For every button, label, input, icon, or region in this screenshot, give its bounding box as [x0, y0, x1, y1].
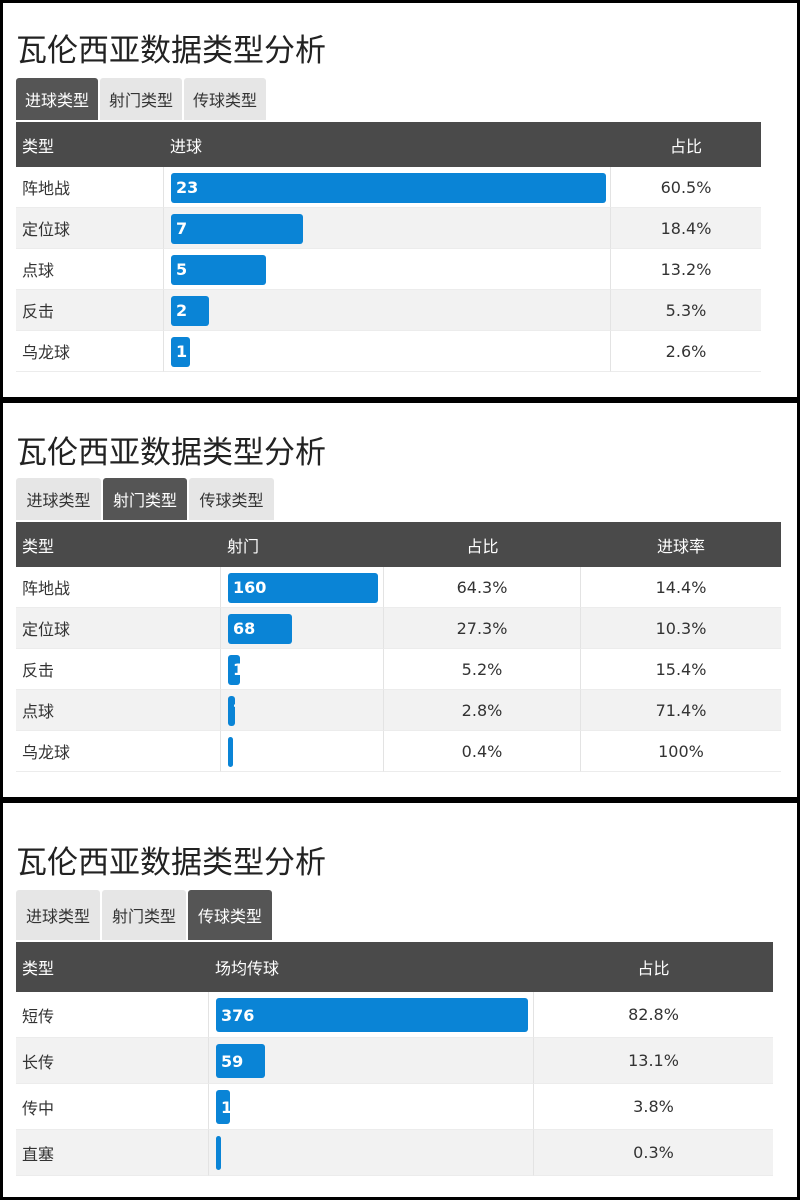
type-cell: 阵地战 [16, 167, 164, 208]
panel: 瓦伦西亚数据类型分析进球类型 射门类型 传球类型 类型 进球 占比阵地战 23 60.5% 定位… [0, 0, 800, 400]
type-cell: 乌龙球 [16, 331, 164, 372]
type-cell: 点球 [16, 249, 164, 290]
table-header: 占比 [534, 942, 773, 992]
percent-cell: 10.3% [581, 608, 781, 649]
bar-cell: 13 [221, 649, 384, 690]
bar-cell: 68 [221, 608, 384, 649]
bar: 2 [216, 1136, 221, 1170]
table-header: 进球 [164, 122, 611, 167]
bar-cell: 17 [209, 1084, 534, 1130]
type-cell: 反击 [16, 290, 164, 331]
type-cell: 乌龙球 [16, 731, 221, 772]
table-header: 射门 [221, 522, 384, 567]
bar: 2 [171, 295, 209, 326]
bar: 23 [171, 172, 606, 203]
panel: 瓦伦西亚数据类型分析进球类型 射门类型 传球类型 类型 射门 占比 进球率阵地战 160 64.… [0, 400, 800, 800]
type-cell: 直塞 [16, 1130, 209, 1176]
panel: 瓦伦西亚数据类型分析进球类型 射门类型 传球类型 类型 场均传球 占比短传 376 82.8%… [0, 800, 800, 1200]
bar: 68 [228, 613, 292, 644]
percent-cell: 2.6% [611, 331, 761, 372]
bar: 7 [228, 695, 235, 726]
tab[interactable]: 进球类型 [16, 478, 101, 520]
panel-title: 瓦伦西亚数据类型分析 [16, 845, 326, 881]
percent-cell: 3.8% [534, 1084, 773, 1130]
bar: 17 [216, 1090, 231, 1124]
percent-cell: 5.3% [611, 290, 761, 331]
tab[interactable]: 传球类型 [184, 78, 266, 120]
table-header: 占比 [611, 122, 761, 167]
percent-cell: 60.5% [611, 167, 761, 208]
type-cell: 点球 [16, 690, 221, 731]
tab[interactable]: 进球类型 [16, 890, 100, 940]
percent-cell: 71.4% [581, 690, 781, 731]
bar: 13 [228, 654, 241, 685]
bar-cell: 7 [164, 208, 611, 249]
bar-cell: 2 [164, 290, 611, 331]
tab[interactable]: 射门类型 [102, 890, 186, 940]
bar: 5 [171, 254, 266, 285]
table-header: 占比 [384, 522, 581, 567]
bar: 376 [216, 998, 528, 1032]
table-header: 类型 [16, 122, 164, 167]
type-cell: 传中 [16, 1084, 209, 1130]
table-header: 进球率 [581, 522, 781, 567]
bar-cell: 23 [164, 167, 611, 208]
bar-cell: 160 [221, 567, 384, 608]
percent-cell: 27.3% [384, 608, 581, 649]
percent-cell: 14.4% [581, 567, 781, 608]
type-cell: 长传 [16, 1038, 209, 1084]
panel-title: 瓦伦西亚数据类型分析 [16, 33, 326, 69]
bar-cell: 5 [164, 249, 611, 290]
tab[interactable]: 射门类型 [100, 78, 182, 120]
percent-cell: 100% [581, 731, 781, 772]
type-cell: 阵地战 [16, 567, 221, 608]
tab-active[interactable]: 射门类型 [103, 478, 187, 520]
percent-cell: 0.4% [384, 731, 581, 772]
bar: 1 [171, 336, 190, 367]
tab[interactable]: 传球类型 [189, 478, 274, 520]
type-cell: 定位球 [16, 608, 221, 649]
percent-cell: 13.1% [534, 1038, 773, 1084]
bar: 59 [216, 1044, 265, 1078]
percent-cell: 2.8% [384, 690, 581, 731]
table-header: 类型 [16, 522, 221, 567]
percent-cell: 64.3% [384, 567, 581, 608]
bar-cell: 1 [221, 731, 384, 772]
bar-cell: 2 [209, 1130, 534, 1176]
type-cell: 定位球 [16, 208, 164, 249]
bar-cell: 7 [221, 690, 384, 731]
bar-cell: 1 [164, 331, 611, 372]
bar: 160 [228, 572, 378, 603]
bar: 7 [171, 213, 304, 244]
bar: 1 [228, 736, 233, 767]
tab-active[interactable]: 传球类型 [188, 890, 272, 940]
percent-cell: 5.2% [384, 649, 581, 690]
percent-cell: 13.2% [611, 249, 761, 290]
bar-cell: 59 [209, 1038, 534, 1084]
percent-cell: 0.3% [534, 1130, 773, 1176]
type-cell: 短传 [16, 992, 209, 1038]
percent-cell: 82.8% [534, 992, 773, 1038]
bar-cell: 376 [209, 992, 534, 1038]
tab-active[interactable]: 进球类型 [16, 78, 98, 120]
panel-title: 瓦伦西亚数据类型分析 [16, 435, 326, 471]
table-header: 场均传球 [209, 942, 534, 992]
percent-cell: 18.4% [611, 208, 761, 249]
table-header: 类型 [16, 942, 209, 992]
percent-cell: 15.4% [581, 649, 781, 690]
type-cell: 反击 [16, 649, 221, 690]
